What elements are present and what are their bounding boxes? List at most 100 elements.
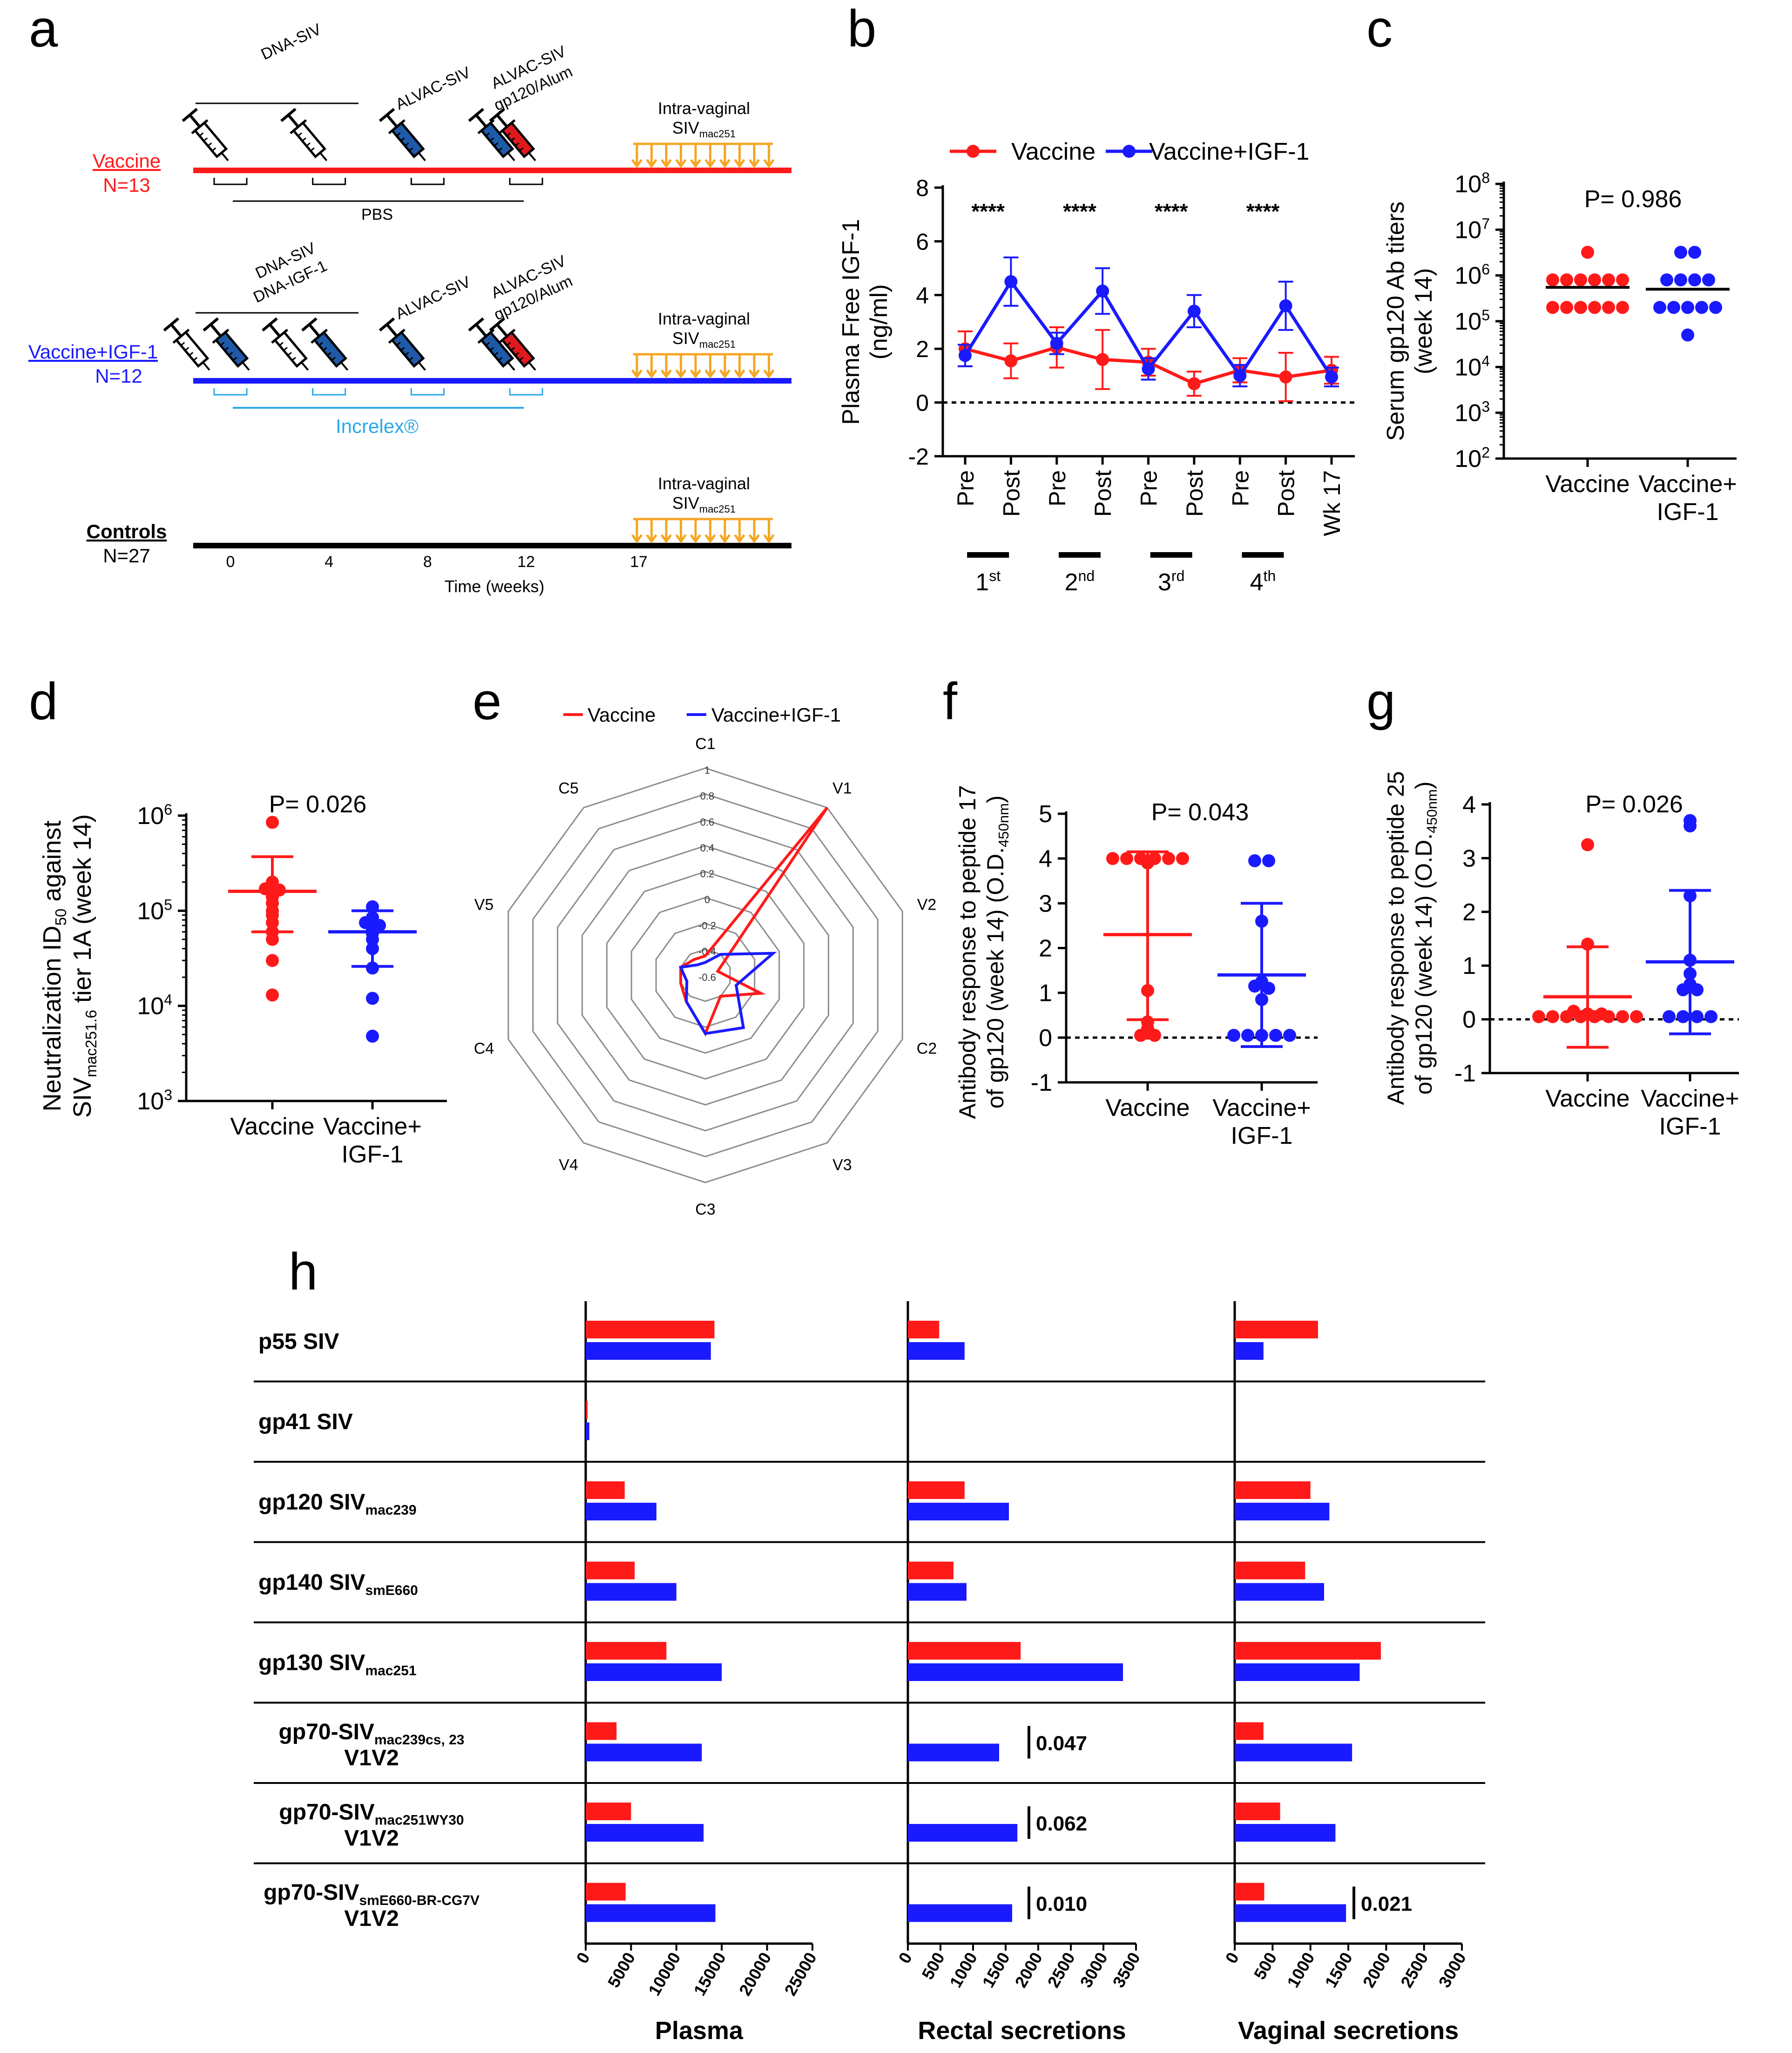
h-bar-igf [908, 1583, 967, 1601]
d-y-axis-label-line2-part: mac251.6 [82, 1010, 100, 1077]
syringe-alvac-tick [404, 351, 409, 356]
g-y-tick-label: 2 [1462, 899, 1476, 926]
h-x-tick-label: 5000 [604, 1949, 639, 1991]
igf-increlex-label: Increlex® [336, 415, 419, 437]
b-immunization-label: 4th [1250, 567, 1276, 596]
e-axis-label: V3 [832, 1156, 852, 1174]
c-y-tick-label-part: 5 [1481, 307, 1490, 324]
h-bar-vaccine [586, 1321, 715, 1338]
d-y-tick-label-part: 10 [137, 993, 164, 1020]
h-x-tick-label: 0 [1221, 1949, 1243, 1967]
panel-g-scatter: -1 0 1 2 3 4 Vaccine Vaccine+IGF-1 P= 0.026 Antib… [1383, 771, 1739, 1140]
d-data-point [266, 988, 279, 1002]
b-legend-marker [1123, 145, 1136, 158]
challenge-arrowhead [660, 369, 672, 379]
g-data-point [1691, 983, 1704, 997]
h-row-label: gp70-SIVmac239cs, 23 [279, 1720, 465, 1748]
d-y-tick-label: 106 [137, 801, 172, 830]
c-y-tick-label: 104 [1454, 352, 1490, 381]
challenge-virus-part: SIV [672, 329, 699, 348]
b-immunization-label: 1st [975, 567, 1001, 596]
challenge-virus: SIVmac251 [672, 118, 736, 140]
injection-bracket [213, 388, 248, 396]
challenge-route-part: Intra-vaginal [658, 309, 750, 328]
b-x-tick-label: Pre [953, 470, 979, 506]
b-data-point [1187, 304, 1201, 318]
challenge-arrowhead [675, 534, 687, 544]
c-data-point [1616, 301, 1629, 314]
d-data-point [366, 961, 379, 975]
syringe-dna-siv-needle [221, 152, 229, 162]
g-data-point [1663, 1010, 1676, 1023]
d-y-axis-label-part: 50 [52, 909, 69, 926]
c-y-tick-label: 106 [1454, 261, 1490, 290]
syringe-dna-igf-tick [331, 357, 336, 361]
h-bar-vaccine [908, 1321, 940, 1338]
syringe-alvac-tick [494, 351, 499, 356]
syringe-dna-igf-plunger-head [301, 317, 318, 332]
g-data-point [1560, 1010, 1573, 1023]
c-data-point [1560, 273, 1573, 287]
syringe-alvac-tick [485, 342, 490, 346]
syringe-dna-siv [262, 317, 309, 371]
b-immunization-label-part: 1 [975, 569, 989, 596]
challenge-arrowhead [704, 159, 716, 169]
c-y-tick-label: 102 [1454, 444, 1490, 473]
c-data-point [1560, 301, 1573, 314]
h-bar-vaccine [908, 1561, 953, 1580]
e-axis-label: V4 [559, 1156, 578, 1174]
h-bar-igf [908, 1663, 1123, 1681]
e-ring-label: 0.2 [700, 868, 715, 880]
syringe-alvac-tick [494, 142, 499, 147]
h-bar-igf [586, 1342, 711, 1360]
e-ring-label: -0.6 [698, 972, 716, 983]
b-data-point [1050, 337, 1063, 350]
injection-bracket [509, 388, 543, 396]
b-data-point [1142, 362, 1155, 376]
vaccine-label-dna-siv: DNA-SIV [258, 20, 324, 64]
c-data-point [1660, 273, 1673, 287]
c-y-tick-label-part: 10 [1454, 354, 1481, 381]
b-y-tick-label: -2 [908, 444, 929, 470]
syringe-gp120 [489, 108, 536, 162]
control-group-n: N=27 [103, 545, 150, 567]
h-row-label-part: mac239cs, 23 [374, 1732, 465, 1748]
e-grid-ring [680, 948, 731, 1002]
challenge-arrowhead [675, 369, 687, 379]
e-series-1 [678, 952, 777, 1035]
syringe-alvac [468, 317, 515, 371]
g-x-tick-label: Vaccine+ [1641, 1085, 1739, 1112]
d-y-tick-label-part: 10 [137, 898, 164, 925]
h-bar-igf [1235, 1342, 1264, 1360]
h-bar-igf [1235, 1663, 1360, 1681]
time-tick-label: 8 [423, 553, 432, 571]
syringe-gp120-flange [498, 119, 516, 135]
e-grid-ring [581, 845, 830, 1106]
h-bar-igf [908, 1824, 1018, 1842]
g-y-tick-label: 0 [1462, 1006, 1476, 1033]
f-y-axis-label-line2-part: of gp120 (week 14) (O.D. [982, 847, 1008, 1108]
syringe-dna-siv-tick [199, 132, 204, 137]
b-data-point [1187, 377, 1201, 391]
h-bar-igf [586, 1743, 702, 1762]
syringe-dna-siv-tick [287, 351, 292, 356]
c-y-tick-label-part: 8 [1481, 169, 1490, 186]
e-axis-label: V1 [832, 779, 852, 797]
h-row-label: gp130 SIVmac251 [258, 1650, 417, 1678]
b-x-tick-label: Pre [1227, 470, 1253, 506]
h-bar-vaccine [1235, 1321, 1318, 1338]
c-data-point [1653, 301, 1666, 314]
e-axis-label: C3 [695, 1201, 715, 1218]
h-x-tick-label: 0 [894, 1949, 916, 1967]
h-x-tick-label: 2500 [1043, 1949, 1079, 1991]
challenge-arrowhead [631, 534, 643, 544]
control-group-name: Controls [87, 520, 167, 542]
h-bar-igf [1235, 1824, 1336, 1842]
h-row-label-part: gp140 SIV [258, 1570, 365, 1595]
f-data-point [1148, 1029, 1161, 1042]
h-row-label: gp41 SIV [258, 1410, 353, 1434]
d-x-tick-label: Vaccine [230, 1113, 314, 1140]
f-data-point [1176, 852, 1189, 865]
syringe-dna-siv-plunger-head [262, 317, 278, 332]
d-y-tick-label: 105 [137, 896, 172, 925]
